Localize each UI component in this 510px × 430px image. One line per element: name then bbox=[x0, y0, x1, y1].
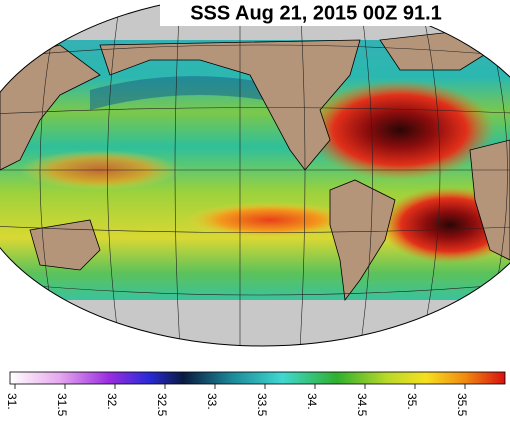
colorbar-tick-label: 34. bbox=[305, 393, 319, 410]
colorbar-tick-label: 32.5 bbox=[155, 393, 169, 417]
title: SSS Aug 21, 2015 00Z 91.1 bbox=[190, 2, 442, 24]
colorbar-ticks: 31. 31.5 32. 32.5 33. 33.5 34. 34.5 35. 35.5 bbox=[5, 384, 469, 417]
colorbar-tick-label: 33. bbox=[205, 393, 219, 410]
title-backdrop bbox=[160, 0, 460, 26]
map-border bbox=[0, 0, 510, 347]
colorbar-tick-label: 33.5 bbox=[255, 393, 269, 417]
colorbar-tick-label: 31. bbox=[5, 393, 19, 410]
colorbar-tick-label: 31.5 bbox=[55, 393, 69, 417]
colorbar-tick-label: 34.5 bbox=[355, 393, 369, 417]
sea-ice bbox=[0, 300, 510, 346]
salty-north-atlantic bbox=[305, 80, 495, 180]
colorbar bbox=[9, 371, 506, 385]
map bbox=[0, 0, 510, 346]
colorbar-tick-label: 35.5 bbox=[455, 393, 469, 417]
salty-pacific bbox=[185, 202, 355, 238]
colorbar-tick-label: 32. bbox=[105, 393, 119, 410]
colorbar-tick-label: 35. bbox=[405, 393, 419, 410]
